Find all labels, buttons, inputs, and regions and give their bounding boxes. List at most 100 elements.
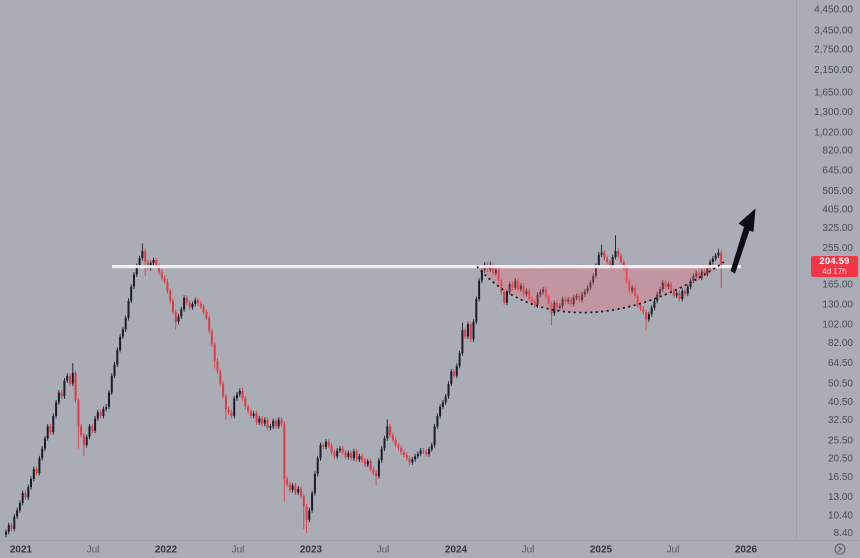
candle-body	[347, 453, 350, 457]
candle-body	[60, 392, 63, 397]
candle-body	[52, 416, 55, 433]
candle-body	[5, 531, 7, 535]
candle-body	[497, 269, 500, 281]
price-tick-label: 32.50	[828, 415, 853, 426]
candle-body	[38, 458, 41, 473]
candle-body	[127, 300, 130, 318]
candle-body	[291, 485, 294, 490]
candle-body	[645, 312, 648, 320]
price-tick-label: 64.50	[828, 358, 853, 369]
candle-body	[508, 284, 511, 293]
price-tick-label: 102.00	[822, 320, 853, 331]
breakout-arrow[interactable]	[730, 208, 756, 274]
candle-body	[408, 458, 411, 463]
candle-body	[606, 258, 609, 262]
cup-pattern-fill[interactable]	[478, 264, 724, 313]
candle-body	[636, 296, 639, 306]
candle-body	[622, 261, 625, 268]
candle-body	[620, 255, 622, 262]
candle-body	[586, 287, 589, 292]
candle-body	[280, 419, 283, 424]
candle-body	[174, 312, 177, 322]
candle-body	[441, 402, 444, 407]
candle-body	[183, 297, 186, 310]
candle-body	[414, 456, 417, 460]
candle-body	[369, 461, 372, 470]
resistance-line[interactable]	[112, 265, 741, 269]
candle-body	[492, 265, 494, 274]
candle-body	[294, 485, 297, 493]
price-tick-label: 3,450.00	[814, 26, 853, 37]
candle-body	[531, 299, 533, 302]
candle-body	[77, 400, 80, 427]
candle-body	[358, 456, 361, 460]
candle-body	[600, 252, 603, 255]
candle-body	[213, 344, 216, 361]
candle-body	[377, 460, 380, 477]
candle-body	[659, 289, 661, 295]
candle-body	[430, 445, 433, 450]
candle-body	[233, 398, 236, 416]
candle-body	[13, 516, 16, 529]
candle-body	[272, 421, 275, 427]
time-tick-label: 2022	[155, 545, 178, 556]
candle-body	[467, 324, 469, 337]
candle-body	[121, 329, 124, 337]
candle-body	[180, 309, 183, 317]
last-price-value: 204.59	[819, 256, 850, 267]
candle-body	[397, 445, 400, 448]
price-tick-label: 2,750.00	[814, 45, 853, 56]
candle-body	[686, 286, 689, 294]
candle-body	[255, 413, 258, 423]
candle-body	[258, 418, 261, 423]
candle-body	[96, 412, 99, 419]
candle-body	[472, 321, 475, 340]
candle-body	[603, 252, 606, 259]
time-scale[interactable]: 2021 Jul 2022 Jul 2023 Jul 2024 Jul 2025 Jul 2026	[10, 545, 758, 556]
candle-body	[199, 303, 202, 307]
candle-body	[74, 372, 77, 401]
candle-body	[389, 426, 392, 436]
candle-body	[119, 336, 122, 350]
candle-body	[695, 273, 698, 276]
candle-body	[144, 251, 147, 262]
candle-body	[311, 493, 314, 511]
price-tick-label: 20.50	[828, 454, 853, 465]
candle-body	[403, 452, 405, 455]
time-tick-label: Jul	[232, 545, 245, 556]
candle-body	[405, 455, 408, 459]
candle-body	[344, 452, 347, 457]
candle-body	[639, 305, 642, 309]
cup-pattern-curve[interactable]	[476, 259, 728, 314]
candle-body	[158, 265, 161, 273]
candle-body	[141, 251, 144, 259]
candle-body	[455, 365, 458, 376]
candle-body	[16, 510, 19, 517]
candle-body	[155, 260, 158, 266]
candle-body	[564, 299, 567, 302]
candle-body	[202, 306, 205, 313]
candle-body	[380, 448, 383, 461]
candle-body	[453, 371, 456, 376]
candle-body	[222, 383, 225, 397]
candle-body	[678, 293, 681, 299]
time-tick-label: Jul	[377, 545, 390, 556]
candle-body	[581, 294, 584, 301]
candle-body	[569, 299, 572, 304]
candle-body	[494, 269, 497, 274]
axis-settings-icon[interactable]	[834, 543, 846, 555]
candlestick-series	[5, 235, 723, 538]
candle-body	[436, 416, 439, 427]
candle-body	[341, 448, 344, 453]
price-tick-label: 165.00	[822, 280, 853, 291]
price-tick-label: 25.50	[828, 436, 853, 447]
circled-arrow-glyph	[834, 543, 846, 555]
candle-body	[41, 448, 44, 459]
candle-body	[556, 302, 558, 308]
time-tick-label: 2021	[10, 545, 33, 556]
time-tick-label: 2024	[445, 545, 468, 556]
candle-body	[172, 300, 174, 312]
price-scale[interactable]: 4,450.00 3,450.00 2,750.00 2,150.00 1,650.00…	[814, 4, 853, 539]
candle-body	[444, 396, 447, 403]
